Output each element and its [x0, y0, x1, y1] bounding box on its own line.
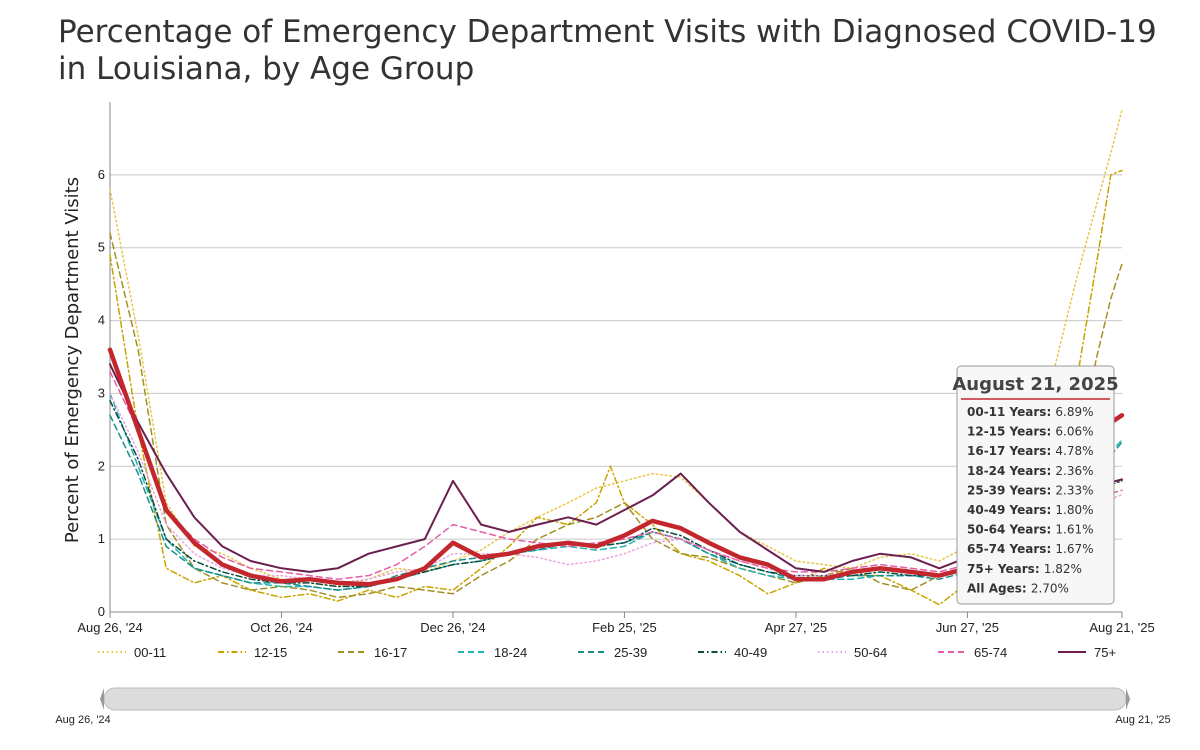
navigator-right-handle[interactable] [1126, 688, 1130, 710]
tooltip-row-value: 1.80% [1055, 503, 1093, 517]
tooltip-row-value: 1.61% [1055, 523, 1093, 537]
chart-title: Percentage of Emergency Department Visit… [58, 14, 1157, 87]
x-tick-label: Jun 27, '25 [936, 620, 999, 635]
tooltip-title: August 21, 2025 [952, 374, 1118, 395]
x-axis: Aug 26, '24 Oct 26, '24 Dec 26, '24 Feb 25,… [77, 612, 1155, 635]
tooltip-row-value: 2.70% [1031, 581, 1069, 595]
y-tick-label: 1 [98, 531, 105, 546]
tooltip-row-label: 40-49 Years: [967, 503, 1055, 517]
tooltip-row-label: 12-15 Years: [967, 425, 1055, 439]
tooltip-row: 75+ Years: 1.82% [967, 562, 1082, 576]
legend-label: 75+ [1094, 645, 1116, 660]
legend-label: 50-64 [854, 645, 887, 660]
tooltip-row: 65-74 Years: 1.67% [967, 542, 1094, 556]
navigator-track[interactable] [103, 687, 1127, 711]
legend-item-00-11[interactable]: 00-11 [98, 645, 166, 660]
tooltip-row-value: 2.33% [1055, 483, 1093, 497]
tooltip-row-value: 1.67% [1055, 542, 1093, 556]
legend-label: 40-49 [734, 645, 767, 660]
y-tick-label: 3 [98, 385, 105, 400]
tooltip-row: 16-17 Years: 4.78% [967, 444, 1094, 458]
tooltip-row: 25-39 Years: 2.33% [967, 483, 1094, 497]
legend-label: 00-11 [134, 645, 166, 660]
x-tick-label: Aug 21, '25 [1089, 620, 1154, 635]
tooltip-row-value: 1.82% [1044, 562, 1082, 576]
legend-item-40-49[interactable]: 40-49 [698, 645, 767, 660]
tooltip-row-label: 00-11 Years: [967, 405, 1055, 419]
legend-item-16-17[interactable]: 16-17 [338, 645, 407, 660]
tooltip-row-label: 50-64 Years: [967, 523, 1055, 537]
x-tick-label: Apr 27, '25 [765, 620, 827, 635]
tooltip-box [956, 365, 1115, 605]
tooltip-row-value: 2.36% [1055, 464, 1093, 478]
tooltip-row: All Ages: 2.70% [967, 581, 1069, 595]
legend-item-50-64[interactable]: 50-64 [818, 645, 887, 660]
tooltip-row-label: All Ages: [967, 581, 1031, 595]
navigator[interactable]: Aug 26, '24 Aug 21, '25 [55, 687, 1171, 726]
legend-item-12-15[interactable]: 12-15 [218, 645, 287, 660]
y-tick-label: 5 [98, 240, 105, 255]
x-tick-label: Aug 26, '24 [77, 620, 142, 635]
legend-label: 25-39 [614, 645, 647, 660]
tooltip-row-label: 18-24 Years: [967, 464, 1055, 478]
tooltip-row: 00-11 Years: 6.89% [967, 405, 1094, 419]
legend-label: 12-15 [254, 645, 287, 660]
tooltip-row: 12-15 Years: 6.06% [967, 425, 1094, 439]
y-tick-label: 6 [98, 167, 105, 182]
legend-item-25-39[interactable]: 25-39 [578, 645, 647, 660]
y-axis: 0 1 2 3 4 5 6 [98, 167, 105, 619]
series-line-50-64[interactable] [109, 392, 1123, 584]
y-tick-label: 0 [98, 604, 105, 619]
tooltip-row-label: 25-39 Years: [967, 483, 1055, 497]
tooltip-row: 40-49 Years: 1.80% [967, 503, 1094, 517]
tooltip-row-label: 75+ Years: [967, 562, 1044, 576]
navigator-start-label: Aug 26, '24 [55, 714, 110, 726]
legend-item-75-[interactable]: 75+ [1058, 645, 1116, 660]
legend-item-65-74[interactable]: 65-74 [938, 645, 1007, 660]
y-tick-label: 4 [98, 313, 105, 328]
x-tick-label: Dec 26, '24 [420, 620, 485, 635]
y-axis-label: Percent of Emergency Department Visits [62, 177, 83, 543]
tooltip-row-value: 6.89% [1055, 405, 1093, 419]
tooltip-row-value: 6.06% [1055, 425, 1093, 439]
x-tick-label: Oct 26, '24 [250, 620, 312, 635]
tooltip-row: 50-64 Years: 1.61% [967, 523, 1094, 537]
tooltip-row-value: 4.78% [1055, 444, 1093, 458]
navigator-end-label: Aug 21, '25 [1115, 714, 1170, 726]
legend: 00-11 12-15 16-17 18-24 25-39 40-49 50-64 65-74… [98, 645, 1116, 660]
legend-item-18-24[interactable]: 18-24 [458, 645, 527, 660]
legend-label: 18-24 [494, 645, 527, 660]
tooltip-row-label: 65-74 Years: [967, 542, 1055, 556]
y-tick-label: 2 [98, 458, 105, 473]
legend-label: 65-74 [974, 645, 1007, 660]
grid-layer [109, 102, 1122, 613]
tooltip-row-label: 16-17 Years: [967, 444, 1055, 458]
legend-label: 16-17 [374, 645, 407, 660]
x-tick-label: Feb 25, '25 [592, 620, 657, 635]
navigator-left-handle[interactable] [100, 688, 104, 710]
tooltip-row: 18-24 Years: 2.36% [967, 464, 1094, 478]
